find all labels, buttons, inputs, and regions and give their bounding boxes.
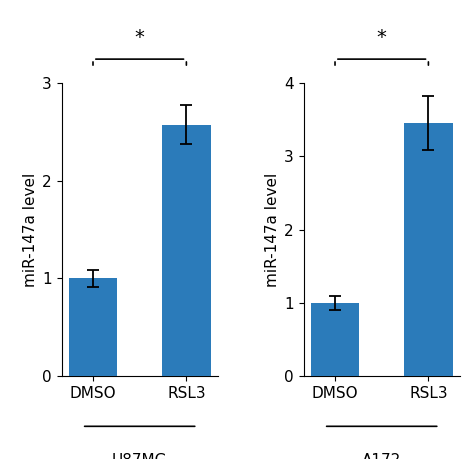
Text: U87MG: U87MG bbox=[112, 453, 167, 459]
Bar bbox=[311, 303, 359, 376]
Y-axis label: miR-147a level: miR-147a level bbox=[265, 173, 280, 286]
Y-axis label: miR-147a level: miR-147a level bbox=[23, 173, 38, 286]
Bar bbox=[69, 279, 117, 376]
Bar bbox=[162, 125, 210, 376]
Text: A172: A172 bbox=[362, 453, 401, 459]
Bar bbox=[404, 123, 453, 376]
Text: *: * bbox=[135, 28, 145, 47]
Text: *: * bbox=[377, 28, 387, 47]
